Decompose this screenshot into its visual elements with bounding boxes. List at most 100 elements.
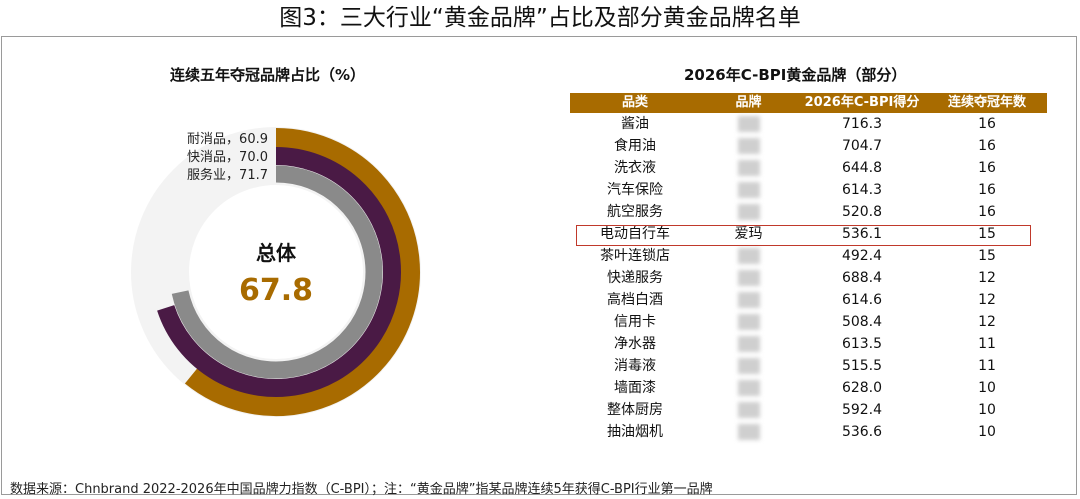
- cell-years: 12: [978, 292, 996, 308]
- table-row: 墙面漆 628.0 10: [570, 377, 1047, 399]
- cell-brand: [700, 289, 797, 311]
- cell-years: 16: [978, 160, 996, 176]
- cell-category: 消毒液: [614, 358, 656, 374]
- cell-category: 茶叶连锁店: [600, 248, 670, 264]
- cell-years: 11: [978, 336, 996, 352]
- source-note: 数据来源：Chnbrand 2022-2026年中国品牌力指数（C-BPI）；注…: [10, 482, 713, 497]
- table-row: 整体厨房 592.4 10: [570, 399, 1047, 421]
- arc-2: [157, 147, 401, 397]
- figure-frame: [1, 36, 1077, 495]
- center-label: 总体: [256, 241, 297, 265]
- header-category: 品类: [621, 95, 648, 110]
- highlight-row-box: [576, 225, 1031, 246]
- table-row: 消毒液 515.5 11: [570, 355, 1047, 377]
- cell-brand: [700, 355, 797, 377]
- cell-years: 16: [978, 138, 996, 154]
- cell-category: 净水器: [614, 336, 656, 352]
- redacted-brand: [737, 292, 760, 308]
- table-row: 净水器 613.5 11: [570, 333, 1047, 355]
- header-brand: 品牌: [735, 95, 762, 110]
- redacted-brand: [737, 160, 760, 176]
- cell-years: 15: [978, 248, 996, 264]
- cell-score: 644.8: [841, 160, 883, 176]
- cell-brand: [700, 157, 797, 179]
- cell-score: 520.8: [841, 204, 883, 220]
- cell-category: 信用卡: [614, 314, 656, 330]
- cell-score: 536.1: [841, 226, 883, 242]
- table-row: 信用卡 508.4 12: [570, 311, 1047, 333]
- cell-brand: [700, 179, 797, 201]
- cell-score: 614.3: [841, 182, 883, 198]
- cell-category: 酱油: [621, 116, 649, 132]
- cell-brand: [700, 421, 797, 443]
- cell-brand: [700, 113, 797, 135]
- cell-category: 汽车保险: [607, 182, 663, 198]
- cell-category: 航空服务: [607, 204, 663, 220]
- cell-years: 11: [978, 358, 996, 374]
- cell-score: 688.4: [841, 270, 883, 286]
- arc-1: [184, 128, 420, 416]
- cell-years: 10: [978, 424, 996, 440]
- cell-score: 592.4: [841, 402, 883, 418]
- table-row: 食用油 704.7 16: [570, 135, 1047, 157]
- cell-brand: [700, 201, 797, 223]
- cell-years: 10: [978, 380, 996, 396]
- redacted-brand: [737, 402, 760, 418]
- series-label-2: 快消品，70.0: [187, 150, 268, 165]
- cell-score: 515.5: [841, 358, 883, 374]
- cell-score: 508.4: [841, 314, 883, 330]
- redacted-brand: [737, 116, 760, 132]
- cell-years: 16: [978, 116, 996, 132]
- table-header: 品类 品牌 2026年C-BPI得分 连续夺冠年数: [570, 93, 1047, 113]
- cell-score: 492.4: [841, 248, 883, 264]
- series-label-3: 服务业，71.7: [187, 167, 268, 183]
- cell-brand: [700, 245, 797, 267]
- redacted-brand: [737, 138, 760, 154]
- cell-brand: [700, 377, 797, 399]
- cell-score: 628.0: [841, 380, 883, 396]
- cell-category: 快递服务: [607, 270, 663, 286]
- cell-years: 16: [978, 204, 996, 220]
- header-score: 2026年C-BPI得分: [804, 95, 920, 110]
- center-value: 67.8: [239, 273, 313, 308]
- table-row: 洗衣液 644.8 16: [570, 157, 1047, 179]
- cell-years: 16: [978, 182, 996, 198]
- cell-years: 10: [978, 402, 996, 418]
- cell-score: 614.6: [841, 292, 883, 308]
- arc-3: [171, 165, 383, 379]
- cell-category: 抽油烟机: [607, 424, 663, 440]
- redacted-brand: [737, 380, 760, 396]
- cell-score: 704.7: [841, 138, 883, 154]
- table-body: 酱油 716.3 16 食用油 704.7 16 洗衣液 644.8 16 汽车保险 614.3 16…: [570, 113, 1047, 443]
- cell-brand: 爱玛: [734, 226, 763, 242]
- cell-category: 墙面漆: [614, 380, 656, 396]
- donut-chart-title: 连续五年夺冠品牌占比（%）: [170, 66, 366, 84]
- cell-category: 电动自行车: [600, 226, 670, 242]
- redacted-brand: [737, 270, 760, 286]
- redacted-brand: [737, 336, 760, 352]
- redacted-brand: [737, 424, 760, 440]
- table-row: 快递服务 688.4 12: [570, 267, 1047, 289]
- cell-score: 716.3: [841, 116, 883, 132]
- table-row: 抽油烟机 536.6 10: [570, 421, 1047, 443]
- table-title: 2026年C-BPI黄金品牌（部分）: [684, 66, 907, 84]
- header-years: 连续夺冠年数: [947, 95, 1026, 110]
- cell-score: 613.5: [841, 336, 883, 352]
- cell-category: 整体厨房: [607, 402, 663, 418]
- gold-brand-table: 品类 品牌 2026年C-BPI得分 连续夺冠年数 酱油 716.3 16 食用油 70…: [570, 93, 1047, 443]
- cell-category: 食用油: [614, 138, 656, 154]
- table-row: 酱油 716.3 16: [570, 113, 1047, 135]
- cell-brand: [700, 267, 797, 289]
- table-row: 高档白酒 614.6 12: [570, 289, 1047, 311]
- table-row: 汽车保险 614.3 16: [570, 179, 1047, 201]
- redacted-brand: [737, 182, 760, 198]
- redacted-brand: [737, 358, 760, 374]
- cell-category: 洗衣液: [614, 160, 656, 176]
- table-row: 电动自行车 爱玛 536.1 15: [570, 223, 1047, 245]
- cell-brand: [700, 399, 797, 421]
- cell-years: 12: [978, 270, 996, 286]
- cell-category: 高档白酒: [607, 292, 663, 308]
- cell-years: 12: [978, 314, 996, 330]
- redacted-brand: [737, 314, 760, 330]
